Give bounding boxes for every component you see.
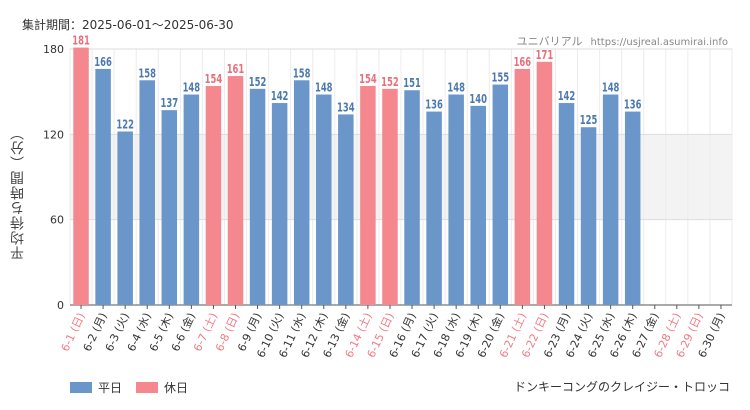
bar: [95, 68, 111, 306]
data-label: 181: [72, 33, 90, 47]
bar: [382, 88, 398, 305]
bar: [227, 76, 244, 306]
bar: [492, 84, 509, 305]
site-name: ユニバリアル: [516, 35, 583, 48]
site-credit: ユニバリアル https://usjreal.asumirai.info: [517, 33, 728, 49]
legend-swatch-holiday: [136, 382, 159, 393]
data-label: 134: [337, 100, 355, 114]
data-label: 148: [183, 80, 201, 94]
bar: [249, 88, 266, 305]
bar: [514, 68, 531, 306]
data-label: 148: [315, 80, 333, 94]
data-label: 137: [161, 96, 179, 110]
bar: [448, 94, 464, 305]
data-label: 136: [425, 97, 443, 111]
bar: [470, 105, 486, 305]
legend-item-weekday: 平日: [70, 379, 122, 396]
legend: 平日 休日: [70, 379, 202, 396]
data-label: 142: [558, 89, 576, 103]
data-label: 125: [580, 113, 598, 127]
y-tick-label: 180: [43, 43, 64, 56]
bar: [183, 94, 200, 305]
site-url: https://usjreal.asumirai.info: [590, 37, 728, 48]
data-label: 140: [469, 92, 487, 106]
bar: [316, 94, 332, 305]
bar: [117, 131, 133, 305]
bar: [338, 114, 354, 305]
bar: [404, 90, 420, 305]
bar: [624, 111, 641, 305]
y-tick-label: 60: [50, 214, 64, 227]
data-label: 136: [624, 97, 642, 111]
data-label: 148: [602, 80, 620, 94]
data-label: 166: [514, 55, 532, 69]
data-label: 154: [205, 72, 223, 86]
legend-item-holiday: 休日: [136, 379, 188, 396]
bar: [602, 94, 619, 305]
bar: [161, 110, 178, 306]
bar: [360, 85, 376, 305]
bar: [580, 127, 597, 305]
bar: [426, 111, 442, 305]
data-label: 152: [381, 75, 399, 89]
y-tick-label: 120: [43, 128, 64, 141]
data-label: 122: [116, 117, 134, 131]
bar: [271, 103, 288, 306]
bar: [558, 103, 575, 306]
data-label: 158: [138, 66, 156, 80]
y-tick-label: 0: [57, 299, 64, 312]
data-label: 142: [271, 89, 289, 103]
period-label: 集計期間：2025-06-01～2025-06-30: [22, 18, 234, 32]
data-label: 148: [447, 80, 465, 94]
bar: [536, 61, 553, 305]
data-label: 154: [359, 72, 377, 86]
data-label: 171: [536, 48, 554, 62]
data-label: 158: [293, 66, 311, 80]
legend-label-holiday: 休日: [164, 381, 189, 395]
data-label: 155: [492, 70, 510, 84]
bar: [139, 80, 155, 306]
bar: [73, 47, 89, 305]
bar: [293, 80, 310, 306]
legend-label-weekday: 平日: [98, 381, 123, 395]
legend-swatch-weekday: [70, 382, 92, 393]
attraction-name: ドンキーコングのクレイジー・トロッコ: [513, 380, 730, 394]
data-label: 166: [94, 55, 112, 69]
bar: [205, 85, 222, 305]
data-label: 161: [227, 62, 245, 76]
data-label: 151: [403, 76, 421, 90]
data-label: 152: [249, 75, 267, 89]
